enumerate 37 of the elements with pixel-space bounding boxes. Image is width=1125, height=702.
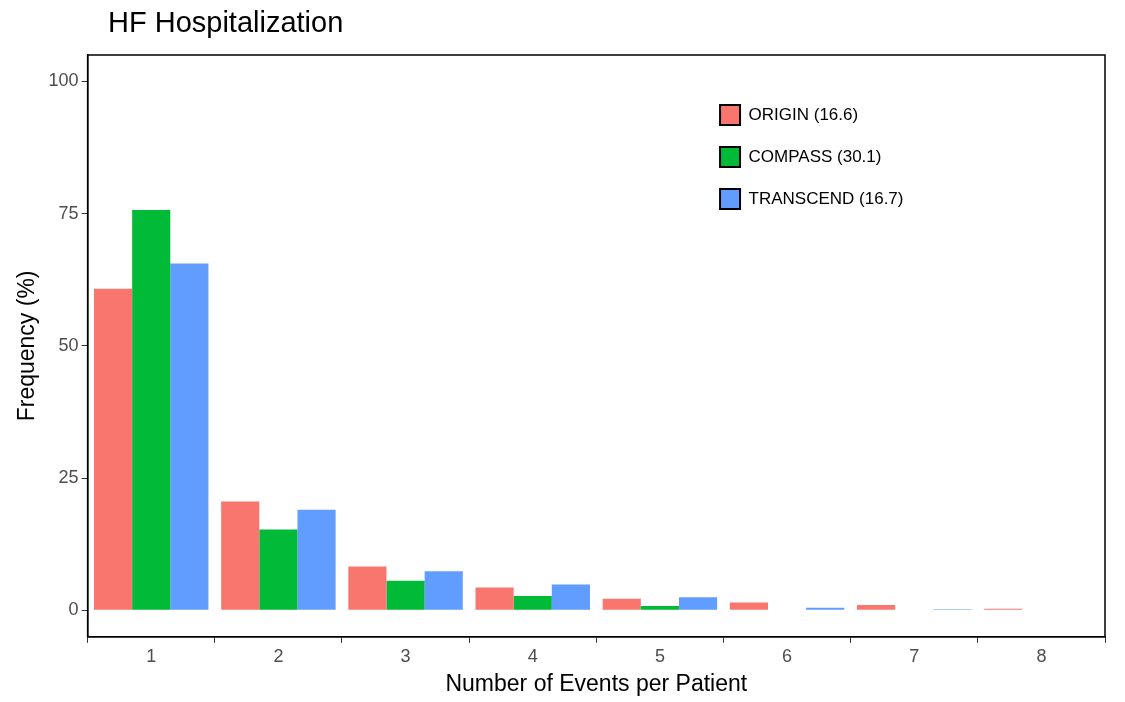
bar [297,509,336,610]
y-tick-label: 0 [68,599,79,620]
bar [132,209,171,610]
bar [806,607,845,610]
bar [170,263,209,610]
x-tick-label: 1 [146,645,157,666]
x-axis-title: Number of Events per Patient [445,669,748,696]
bar [475,587,514,610]
bar [602,598,641,610]
x-tick-label: 4 [527,645,538,666]
bar [513,596,552,610]
x-tick-label: 2 [273,645,284,666]
x-tick-label: 3 [400,645,411,666]
legend-label: TRANSCEND (16.7) [748,188,904,208]
x-tick-label: 5 [654,645,665,666]
x-tick-label: 7 [909,645,920,666]
y-tick-label: 100 [48,70,79,91]
bar [640,606,679,610]
legend-label: COMPASS (30.1) [748,146,882,166]
x-tick-label: 8 [1036,645,1047,666]
x-tick-label: 6 [782,645,793,666]
bar [221,501,260,610]
chart-title: HF Hospitalization [108,6,344,39]
y-tick-label: 75 [58,202,79,223]
bar [386,580,425,610]
bar [93,288,133,610]
bar [551,584,590,610]
bar [424,571,463,610]
legend-label: ORIGIN (16.6) [748,104,859,124]
bar [857,605,896,610]
y-tick-label: 50 [58,334,79,355]
bar [259,529,298,610]
bar [729,602,768,610]
y-tick-label: 25 [58,467,79,488]
y-axis-title: Frequency (%) [13,270,40,422]
bar [348,566,387,610]
bar [678,597,718,610]
